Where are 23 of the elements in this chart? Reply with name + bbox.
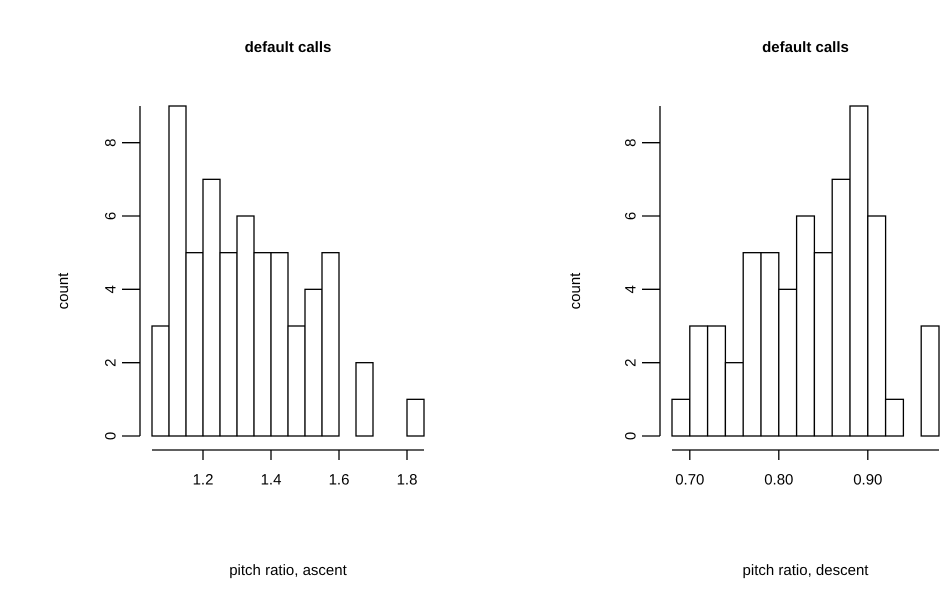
y-tick-label: 2 bbox=[102, 358, 120, 367]
x-tick-label: 1.2 bbox=[192, 472, 214, 489]
chart-title: default calls bbox=[244, 39, 332, 56]
x-tick-label: 0.80 bbox=[764, 472, 794, 489]
y-tick-label: 0 bbox=[622, 432, 640, 440]
y-tick-label: 6 bbox=[102, 212, 120, 220]
y-axis-title: count bbox=[55, 272, 72, 310]
x-axis-title: pitch ratio, ascent bbox=[229, 562, 348, 579]
y-tick-label: 4 bbox=[622, 285, 640, 294]
y-tick-label: 4 bbox=[102, 285, 120, 294]
x-tick-label: 1.4 bbox=[260, 472, 282, 489]
y-tick-label: 0 bbox=[102, 432, 120, 440]
x-tick-label: 0.90 bbox=[853, 472, 882, 489]
x-tick-label: 1.8 bbox=[396, 472, 418, 489]
y-axis-title: count bbox=[567, 272, 584, 310]
x-tick-label: 1.6 bbox=[328, 472, 350, 489]
x-axis-title: pitch ratio, descent bbox=[742, 562, 870, 579]
y-tick-label: 8 bbox=[622, 138, 640, 147]
chart-title: default calls bbox=[762, 39, 849, 56]
y-tick-label: 6 bbox=[622, 212, 640, 220]
y-tick-label: 8 bbox=[102, 138, 120, 147]
y-tick-label: 2 bbox=[622, 358, 640, 367]
x-tick-label: 0.70 bbox=[675, 472, 704, 489]
